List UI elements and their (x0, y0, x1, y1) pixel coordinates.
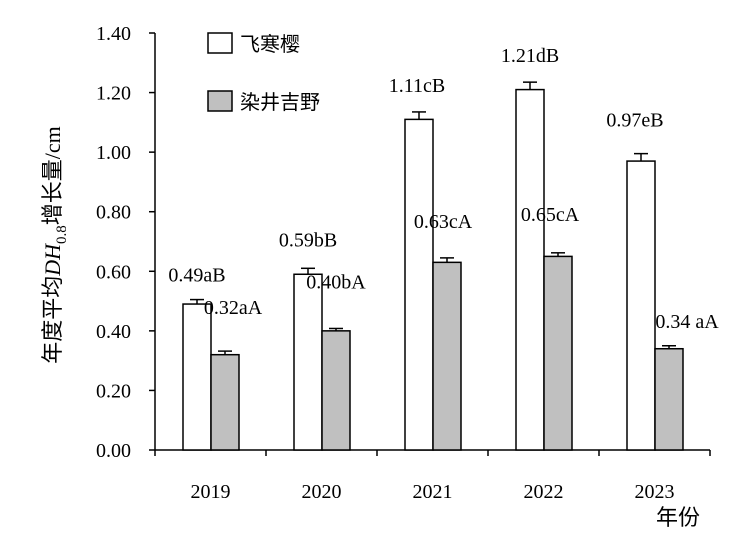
y-tick-label: 0.00 (96, 440, 131, 462)
y-tick-label: 1.00 (96, 142, 131, 164)
bar (432, 261, 462, 451)
x-tick-label: 2019 (191, 481, 231, 503)
legend-swatch (207, 32, 233, 54)
x-tick-label: 2022 (524, 481, 564, 503)
data-label: 0.49aB (168, 265, 225, 287)
legend-swatch (207, 90, 233, 112)
legend-label: 染井吉野 (240, 91, 320, 114)
data-label: 0.59bB (279, 229, 337, 251)
data-label: 0.97eB (606, 110, 663, 132)
x-tick-label: 2021 (413, 481, 453, 503)
bar (210, 353, 240, 451)
data-label: 0.32aA (204, 297, 263, 319)
y-tick-label: 1.20 (96, 83, 131, 105)
y-tick-label: 0.40 (96, 321, 131, 343)
data-label: 0.65cA (521, 204, 580, 226)
y-axis-title-suffix: 增长量/cm (40, 126, 65, 225)
y-axis-title-variable: DH (40, 243, 65, 277)
x-tick-label: 2020 (302, 481, 342, 503)
y-axis-title-prefix: 年度平均 (40, 276, 65, 364)
bar (182, 303, 212, 451)
bar (654, 347, 684, 451)
data-label: 0.34 aA (655, 311, 719, 333)
y-axis-title: 年度平均DH0.8增长量/cm (40, 126, 70, 364)
y-axis-title-subscript: 0.8 (54, 225, 70, 244)
x-tick-label: 2023 (635, 481, 675, 503)
bar (543, 255, 573, 451)
data-label: 1.11cB (389, 75, 445, 97)
bar (515, 88, 545, 451)
y-tick-label: 0.80 (96, 202, 131, 224)
bar (626, 160, 656, 451)
y-tick-label: 0.60 (96, 261, 131, 283)
data-label: 0.40bA (306, 271, 366, 293)
data-label: 0.63cA (414, 211, 473, 233)
bar (293, 273, 323, 451)
bar (321, 330, 351, 451)
plot-area: 0.00 0.20 0.40 0.60 0.80 1.00 1.20 1.40 2019 2020… (96, 23, 719, 503)
data-label: 1.21dB (501, 45, 559, 67)
x-axis-title: 年份 (656, 505, 700, 530)
y-tick-label: 1.40 (96, 23, 131, 45)
legend-label: 飞寒樱 (240, 33, 300, 56)
y-axis-title-text: 年度平均DH0.8增长量/cm (40, 126, 70, 364)
bar (404, 118, 434, 451)
y-tick-label: 0.20 (96, 380, 131, 402)
